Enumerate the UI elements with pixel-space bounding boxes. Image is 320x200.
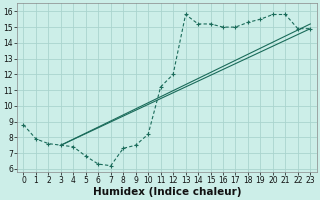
X-axis label: Humidex (Indice chaleur): Humidex (Indice chaleur) xyxy=(93,187,241,197)
